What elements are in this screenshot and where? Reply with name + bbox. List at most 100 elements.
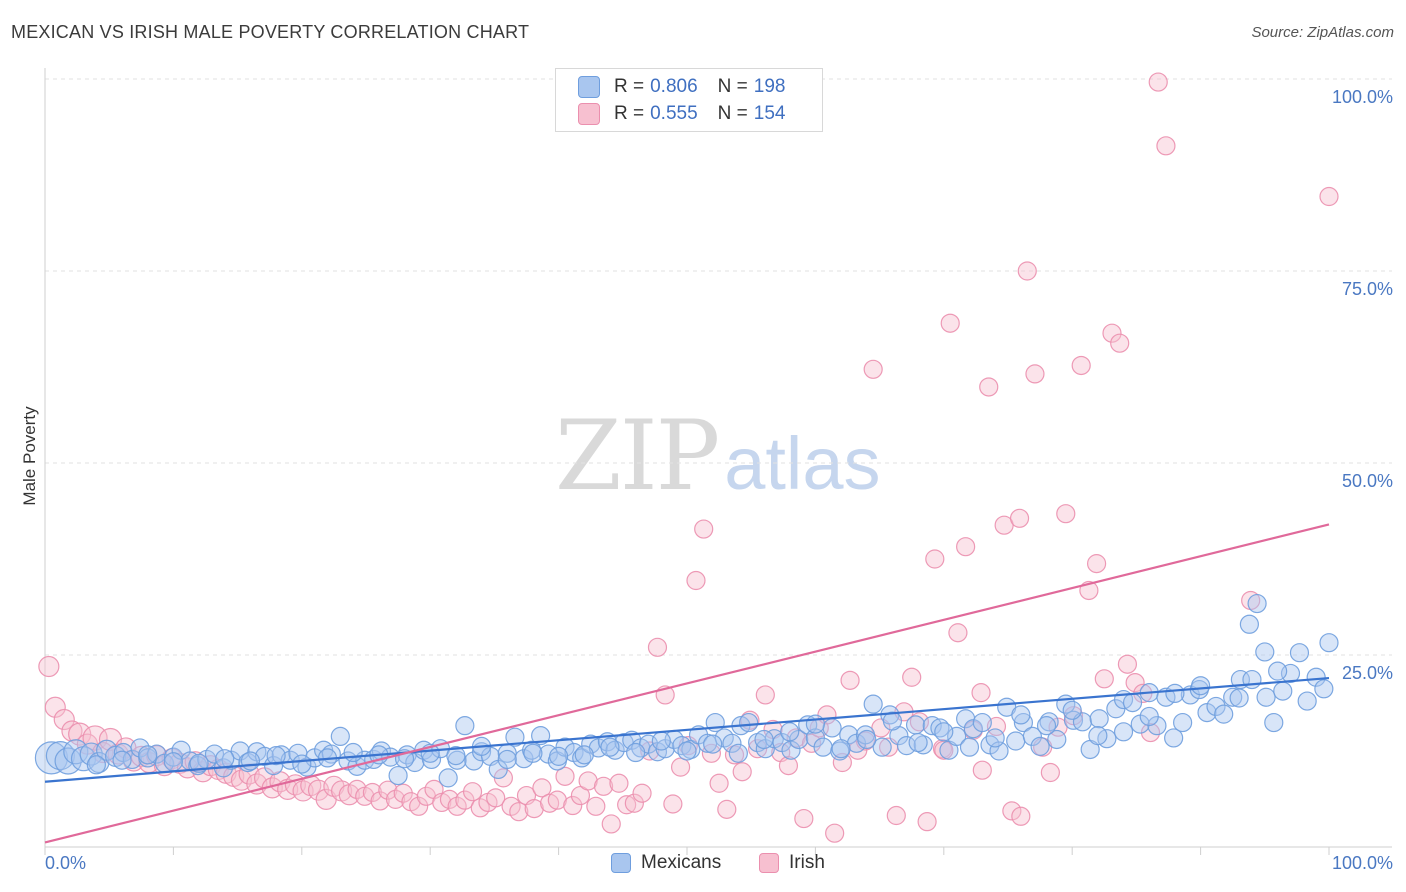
data-point-mexicans: [1229, 688, 1249, 708]
data-point-mexicans: [1273, 681, 1293, 701]
data-point-irish: [292, 780, 314, 802]
data-point-irish: [647, 637, 668, 657]
data-point-irish: [540, 793, 560, 813]
data-point-mexicans: [505, 727, 525, 747]
data-point-irish: [82, 725, 108, 751]
data-point-mexicans: [230, 741, 250, 761]
data-point-irish: [447, 796, 467, 816]
chart-title: MEXICAN VS IRISH MALE POVERTY CORRELATIO…: [11, 22, 530, 42]
grid-lines: [45, 78, 1392, 656]
data-point-irish: [694, 519, 714, 539]
data-point-irish: [1086, 554, 1107, 574]
data-point-mexicans: [722, 733, 742, 753]
data-point-irish: [439, 789, 460, 809]
series-swatch-irish: [759, 853, 779, 873]
data-point-mexicans: [1214, 704, 1234, 724]
data-point-irish: [1156, 136, 1176, 156]
data-point-irish: [1110, 333, 1130, 353]
data-point-mexicans: [266, 746, 286, 766]
data-point-mexicans: [204, 744, 225, 764]
data-point-mexicans: [1255, 642, 1275, 662]
data-point-mexicans: [805, 714, 826, 734]
data-point-mexicans: [497, 749, 517, 770]
data-point-mexicans: [455, 716, 475, 736]
data-point-mexicans: [600, 737, 620, 757]
data-point-mexicans: [930, 718, 950, 738]
tick-labels: 25.0% 50.0% 75.0% 100.0% 0.0% 100.0%: [45, 87, 1393, 873]
data-point-mexicans: [857, 729, 877, 750]
trend-line-mexicans: [44, 676, 1330, 783]
y-tick-label: 50.0%: [1342, 471, 1393, 491]
series-legend-irish[interactable]: Irish: [759, 852, 825, 874]
data-point-irish: [601, 814, 621, 834]
data-point-mexicans: [1190, 676, 1211, 696]
data-point-irish: [1017, 261, 1037, 281]
chart-source: Source: ZipAtlas.com: [1251, 24, 1394, 41]
data-point-mexicans: [1088, 726, 1108, 746]
data-point-irish: [486, 788, 506, 808]
series-swatch-mexicans: [611, 853, 631, 873]
data-point-irish: [532, 778, 552, 798]
x-tick-label: 100.0%: [1332, 853, 1393, 873]
data-point-mexicans: [1297, 691, 1317, 711]
data-point-irish: [1071, 355, 1091, 376]
data-point-irish: [61, 720, 83, 742]
trend-lines: [44, 523, 1330, 844]
data-point-irish: [917, 812, 937, 832]
correlation-legend: R = 0.806 N = 198 R = 0.555 N = 154: [555, 68, 823, 132]
data-point-irish: [38, 655, 60, 678]
data-point-mexicans: [739, 712, 759, 733]
data-point-mexicans: [703, 734, 723, 754]
data-point-mexicans: [531, 726, 551, 746]
data-point-mexicans: [934, 722, 954, 742]
data-point-mexicans: [754, 729, 774, 750]
data-point-mexicans: [1089, 709, 1109, 729]
data-point-irish: [547, 790, 567, 810]
data-point-mexicans: [572, 748, 592, 768]
data-point-mexicans: [985, 728, 1005, 748]
data-point-irish: [593, 776, 614, 796]
data-point-irish: [717, 799, 737, 819]
data-point-mexicans: [1011, 705, 1031, 725]
data-point-mexicans: [922, 716, 942, 736]
data-point-mexicans: [138, 745, 158, 765]
data-point-irish: [663, 794, 683, 814]
data-point-irish: [832, 752, 852, 773]
data-point-mexicans: [1206, 696, 1226, 717]
data-point-mexicans: [1314, 679, 1334, 699]
legend-r-label: R =: [614, 76, 645, 97]
data-point-mexicans: [651, 731, 671, 751]
data-point-irish: [1009, 508, 1030, 528]
data-point-irish: [524, 798, 544, 819]
data-point-irish: [586, 796, 606, 816]
data-point-irish: [347, 779, 367, 800]
data-point-irish: [732, 762, 752, 782]
data-point-irish: [755, 685, 775, 705]
data-point-irish: [801, 733, 822, 753]
data-point-irish: [409, 796, 429, 816]
data-point-irish: [1102, 323, 1122, 343]
data-point-mexicans: [1030, 736, 1050, 756]
data-point-mexicans: [1242, 669, 1262, 690]
data-point-irish: [932, 739, 953, 759]
data-point-irish: [886, 805, 906, 826]
axes: [44, 68, 1392, 855]
data-point-irish: [370, 791, 390, 811]
data-point-mexicans: [1113, 722, 1134, 742]
data-point-mexicans: [1139, 706, 1159, 727]
series-legend: Mexicans Irish: [0, 852, 1406, 876]
legend-n-label: N =: [717, 103, 748, 124]
data-point-mexicans: [189, 753, 209, 773]
series-legend-mexicans[interactable]: Mexicans: [611, 852, 721, 874]
data-point-mexicans: [1223, 687, 1243, 707]
data-point-irish: [794, 808, 814, 829]
data-point-mexicans: [122, 749, 142, 770]
data-point-mexicans: [1006, 731, 1026, 751]
data-point-mexicans: [905, 715, 926, 735]
legend-n-value: 198: [753, 76, 786, 97]
data-point-irish: [1011, 806, 1031, 826]
data-point-irish: [555, 766, 575, 786]
data-point-mexicans: [822, 718, 842, 738]
y-tick-label: 100.0%: [1332, 87, 1393, 107]
